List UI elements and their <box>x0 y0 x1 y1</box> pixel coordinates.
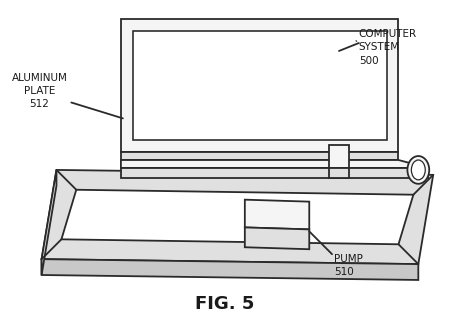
Text: COMPUTER
SYSTEM
500: COMPUTER SYSTEM 500 <box>359 29 417 66</box>
Polygon shape <box>329 145 349 168</box>
Text: PUMP
510: PUMP 510 <box>334 254 363 277</box>
Polygon shape <box>121 168 428 178</box>
Polygon shape <box>329 168 349 178</box>
Text: FIG. 5: FIG. 5 <box>195 295 255 313</box>
Polygon shape <box>41 259 418 280</box>
Polygon shape <box>245 200 309 229</box>
Polygon shape <box>41 170 56 275</box>
Polygon shape <box>121 160 428 168</box>
Polygon shape <box>61 190 414 244</box>
Polygon shape <box>41 170 433 264</box>
Polygon shape <box>245 227 309 249</box>
Polygon shape <box>133 31 387 140</box>
Ellipse shape <box>411 160 425 180</box>
Polygon shape <box>121 152 399 160</box>
Polygon shape <box>121 19 399 152</box>
Ellipse shape <box>407 156 429 184</box>
Text: ALUMINUM
PLATE
512: ALUMINUM PLATE 512 <box>12 73 68 109</box>
